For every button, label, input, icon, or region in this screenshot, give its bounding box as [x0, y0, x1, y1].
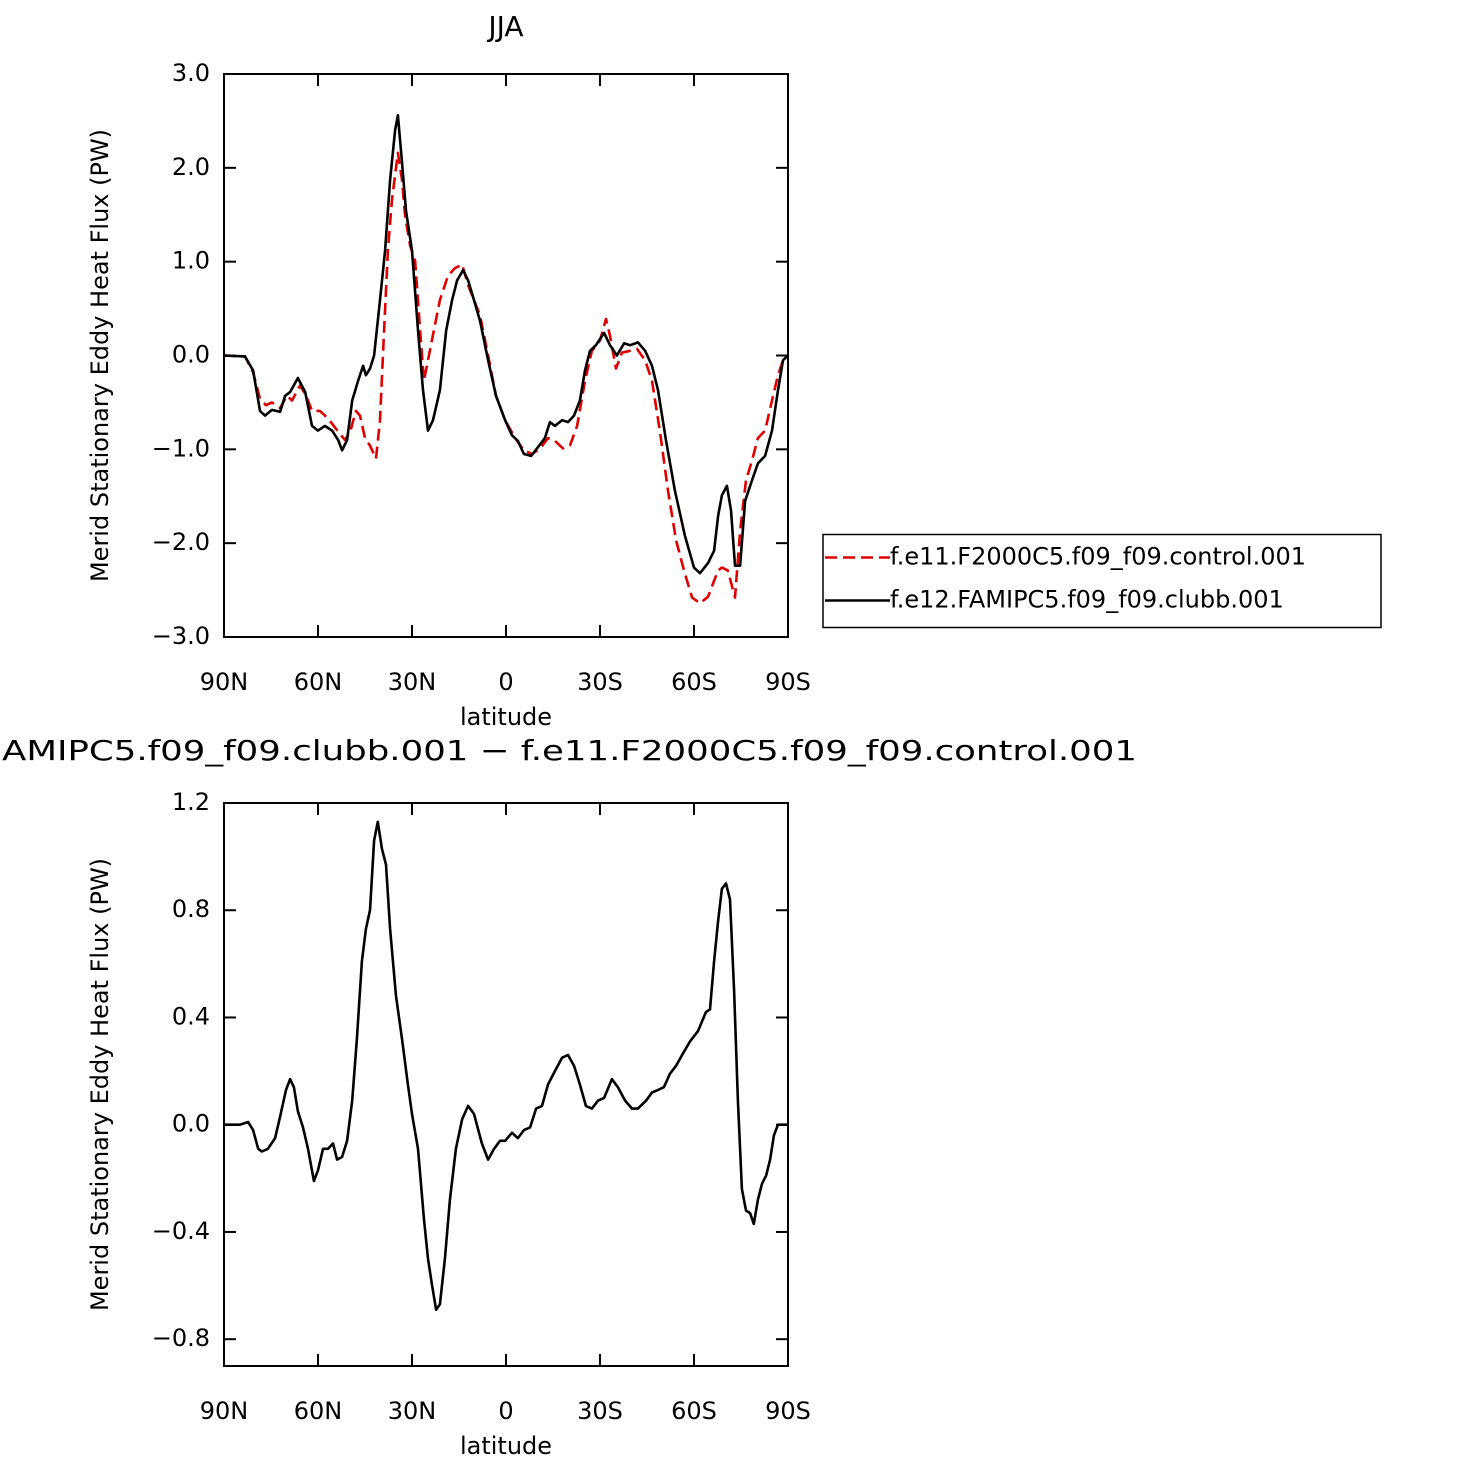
y-tick-label: 0.0: [172, 1110, 210, 1138]
y-tick-label: 0.0: [172, 341, 210, 369]
x-tick-label: 90N: [200, 668, 249, 696]
y-tick-label: 1.2: [172, 788, 210, 816]
plot-frame: [223, 802, 789, 1367]
x-tick-label: 90N: [200, 1397, 249, 1425]
plot-frame: [223, 73, 789, 638]
x-axis-label: latitude: [460, 1432, 552, 1460]
data-line: [224, 820, 788, 1311]
x-tick-label: 30N: [388, 668, 437, 696]
legend-label: f.e12.FAMIPC5.f09_f09.clubb.001: [890, 586, 1284, 614]
y-tick-label: 2.0: [172, 153, 210, 181]
y-axis-label: Merid Stationary Eddy Heat Flux (PW): [86, 129, 114, 582]
data-line: [223, 151, 789, 605]
x-tick-label: 90S: [765, 1397, 811, 1425]
data-line: [223, 114, 789, 575]
x-tick-label: 60S: [671, 668, 717, 696]
x-tick-label: 90S: [765, 668, 811, 696]
chart-title: JJA: [486, 10, 523, 43]
x-tick-label: 60N: [294, 1397, 343, 1425]
legend-label: f.e11.F2000C5.f09_f09.control.001: [890, 543, 1306, 571]
y-tick-label: 0.8: [172, 895, 210, 923]
x-tick-label: 0: [498, 668, 513, 696]
x-tick-label: 30N: [388, 1397, 437, 1425]
y-tick-label: 1.0: [172, 247, 210, 275]
y-tick-label: 0.4: [172, 1002, 210, 1030]
y-axis-label: Merid Stationary Eddy Heat Flux (PW): [86, 858, 114, 1311]
x-axis-label: latitude: [460, 703, 552, 731]
y-tick-label: −3.0: [152, 622, 210, 650]
y-tick-label: 3.0: [172, 59, 210, 87]
y-tick-label: −0.4: [152, 1217, 210, 1245]
y-tick-label: −0.8: [152, 1324, 210, 1352]
x-tick-label: 60S: [671, 1397, 717, 1425]
y-tick-label: −1.0: [152, 434, 210, 462]
x-tick-label: 0: [498, 1397, 513, 1425]
x-tick-label: 30S: [577, 1397, 623, 1425]
y-tick-label: −2.0: [152, 528, 210, 556]
legend-box: [822, 533, 1382, 629]
chart-title: AMIPC5.f09_f09.clubb.001 − f.e11.F2000C5…: [2, 734, 1137, 767]
x-tick-label: 30S: [577, 668, 623, 696]
x-tick-label: 60N: [294, 668, 343, 696]
